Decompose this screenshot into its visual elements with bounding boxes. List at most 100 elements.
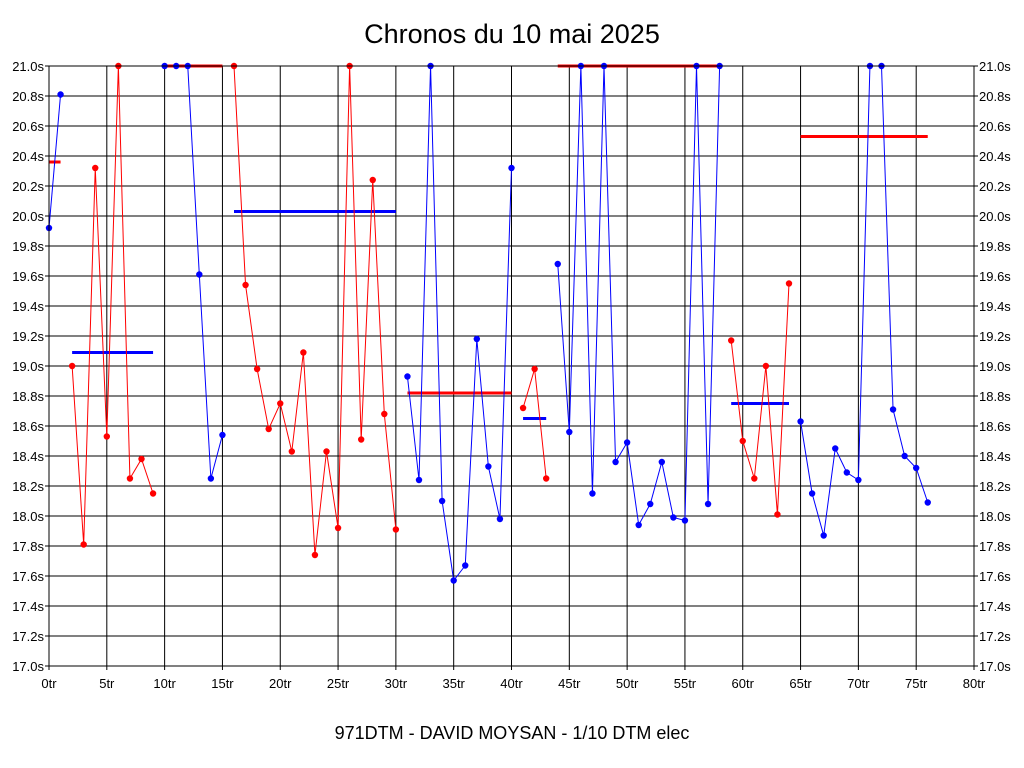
- lap-point: [277, 400, 284, 407]
- x-tick-label: 40tr: [500, 676, 523, 691]
- x-tick-label: 60tr: [732, 676, 755, 691]
- lap-point: [727, 337, 735, 344]
- lap-point: [739, 437, 746, 445]
- lap-point: [80, 541, 87, 548]
- y-tick-label-left: 18.0s: [12, 509, 44, 524]
- lap-point: [357, 436, 365, 443]
- y-tick-label-right: 18.0s: [979, 509, 1011, 524]
- y-tick-label-right: 17.0s: [979, 659, 1011, 674]
- lap-point: [797, 418, 804, 425]
- lap-point: [369, 176, 376, 184]
- axis-ticks: 17.0s 17.0s 17.2s 17.2s 17.4s 17.4s 17.6s 17.6s…: [12, 59, 1011, 691]
- y-tick-label-right: 20.8s: [979, 89, 1011, 104]
- lap-point: [92, 164, 99, 172]
- x-tick-label: 5tr: [99, 676, 115, 691]
- y-tick-label-right: 20.2s: [979, 179, 1011, 194]
- plot-frame: [48, 65, 975, 667]
- series-line: [522, 368, 547, 479]
- y-tick-label-right: 18.6s: [979, 419, 1011, 434]
- lap-point: [542, 475, 550, 482]
- lap-point: [392, 526, 400, 533]
- lap-point: [253, 365, 261, 373]
- x-tick-label: 35tr: [442, 676, 465, 691]
- lap-point: [566, 428, 573, 436]
- lap-point: [334, 524, 342, 532]
- lap-point: [196, 271, 203, 278]
- x-tick-label: 45tr: [558, 676, 581, 691]
- lap-point: [462, 562, 469, 569]
- lap-point: [774, 511, 781, 518]
- y-tick-label-right: 20.6s: [979, 119, 1011, 134]
- lap-point: [681, 517, 689, 524]
- y-tick-label-right: 18.4s: [979, 449, 1011, 464]
- y-tick-label-right: 18.8s: [979, 389, 1011, 404]
- y-tick-label-right: 17.2s: [979, 629, 1011, 644]
- lap-point: [508, 164, 515, 172]
- x-tick-label: 0tr: [41, 676, 57, 691]
- x-tick-label: 20tr: [269, 676, 292, 691]
- lap-point: [450, 577, 457, 584]
- lap-point: [670, 514, 677, 521]
- lap-point: [762, 362, 770, 370]
- y-tick-label-left: 19.2s: [12, 329, 44, 344]
- lap-point: [404, 373, 411, 380]
- lap-point: [808, 490, 816, 497]
- x-tick-label: 15tr: [211, 676, 234, 691]
- x-tick-label: 65tr: [789, 676, 812, 691]
- x-tick-label: 75tr: [905, 676, 928, 691]
- lap-point: [126, 475, 134, 482]
- y-tick-label-left: 20.2s: [12, 179, 44, 194]
- y-tick-label-right: 19.0s: [979, 359, 1011, 374]
- lap-point: [889, 406, 897, 413]
- x-tick-label: 10tr: [153, 676, 176, 691]
- y-tick-label-right: 17.6s: [979, 569, 1011, 584]
- chart-subtitle: 971DTM - DAVID MOYSAN - 1/10 DTM elec: [335, 723, 690, 743]
- lap-point: [704, 500, 712, 508]
- lap-point: [288, 448, 296, 455]
- lap-point: [612, 458, 619, 466]
- y-tick-label-left: 17.0s: [12, 659, 44, 674]
- lap-point: [589, 490, 596, 497]
- y-tick-label-left: 19.8s: [12, 239, 44, 254]
- series-line: [71, 65, 154, 545]
- lap-point: [496, 515, 504, 523]
- y-tick-label-right: 19.2s: [979, 329, 1011, 344]
- lap-point: [751, 475, 758, 482]
- series-lines: [48, 65, 929, 582]
- grid-lines: [48, 65, 975, 667]
- lap-point: [832, 445, 839, 452]
- y-tick-label-left: 20.6s: [12, 119, 44, 134]
- lap-point: [485, 463, 492, 470]
- lap-point: [381, 410, 388, 418]
- lap-point: [473, 335, 481, 343]
- lap-point: [820, 532, 827, 539]
- lap-point: [68, 362, 76, 370]
- y-tick-label-left: 18.6s: [12, 419, 44, 434]
- lap-point: [647, 500, 654, 508]
- lap-point: [554, 260, 561, 268]
- lap-point: [785, 280, 793, 287]
- y-tick-label-left: 19.0s: [12, 359, 44, 374]
- y-tick-label-left: 18.2s: [12, 479, 44, 494]
- lap-point: [623, 439, 631, 446]
- lap-point: [311, 551, 319, 559]
- series-line: [406, 65, 512, 582]
- y-tick-label-left: 19.4s: [12, 299, 44, 314]
- lap-point: [843, 469, 851, 476]
- lap-point: [138, 455, 145, 463]
- lap-point: [57, 91, 64, 98]
- y-tick-label-right: 19.4s: [979, 299, 1011, 314]
- lap-point: [300, 349, 307, 356]
- y-tick-label-left: 20.0s: [12, 209, 44, 224]
- lap-point: [149, 490, 157, 497]
- y-tick-label-left: 20.8s: [12, 89, 44, 104]
- y-tick-label-left: 19.6s: [12, 269, 44, 284]
- series-line: [164, 65, 223, 479]
- lap-point: [855, 476, 862, 484]
- x-tick-label: 50tr: [616, 676, 639, 691]
- y-tick-label-left: 18.4s: [12, 449, 44, 464]
- y-tick-label-left: 17.2s: [12, 629, 44, 644]
- y-tick-label-left: 20.4s: [12, 149, 44, 164]
- lap-point: [658, 458, 666, 466]
